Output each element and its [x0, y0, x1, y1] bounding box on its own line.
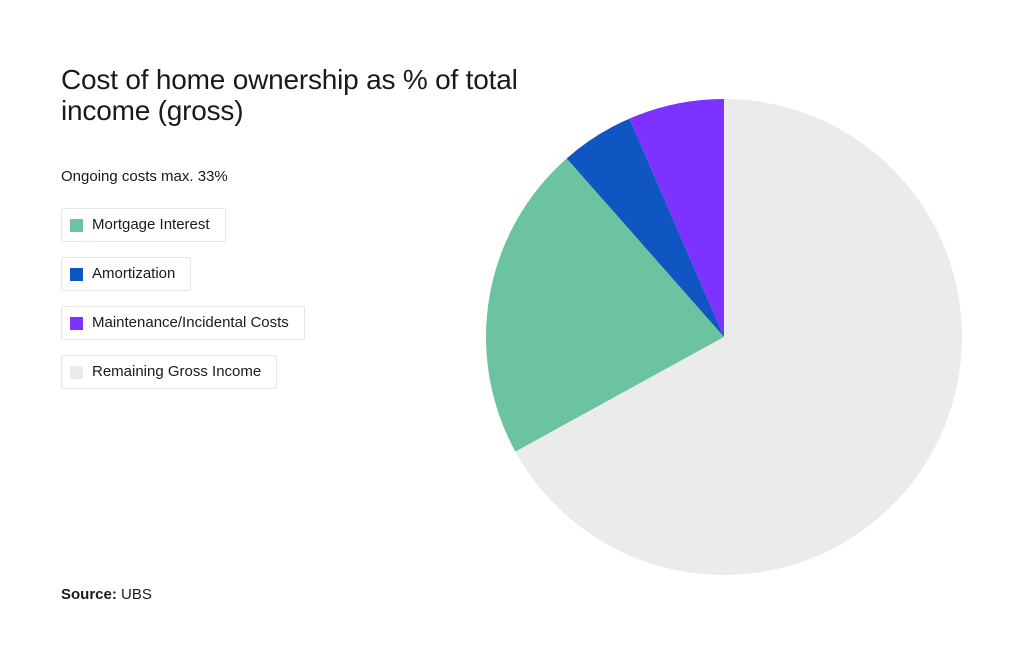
legend-label: Amortization [92, 265, 176, 282]
legend-swatch [70, 267, 83, 281]
pie-slices [485, 99, 962, 575]
pie-slice-amortization[interactable] [566, 118, 724, 337]
chart-subtitle: Ongoing costs max. 33% [61, 168, 228, 185]
chart-title: Cost of home ownership as % of total inc… [61, 64, 518, 126]
legend-swatch [70, 218, 83, 232]
source-label: Source: [61, 586, 117, 603]
legend-swatch [70, 316, 83, 330]
legend: Mortgage Interest Amortization Maintenan… [61, 208, 305, 389]
pie-slice-remaining-gross-income[interactable] [515, 99, 962, 575]
legend-item-maintenance[interactable]: Maintenance/Incidental Costs [61, 306, 305, 340]
source-value: UBS [121, 586, 152, 603]
legend-label: Mortgage Interest [92, 216, 210, 233]
legend-label: Remaining Gross Income [92, 363, 262, 380]
legend-item-mortgage-interest[interactable]: Mortgage Interest [61, 208, 226, 242]
pie-slice-mortgage-interest[interactable] [485, 158, 724, 452]
legend-swatch [70, 365, 83, 379]
legend-item-remaining-income[interactable]: Remaining Gross Income [61, 355, 278, 389]
legend-item-amortization[interactable]: Amortization [61, 257, 192, 291]
legend-label: Maintenance/Incidental Costs [92, 314, 289, 331]
source-note: Source: UBS [61, 586, 152, 604]
pie-slice-maintenance-incidental-costs[interactable] [629, 99, 724, 337]
